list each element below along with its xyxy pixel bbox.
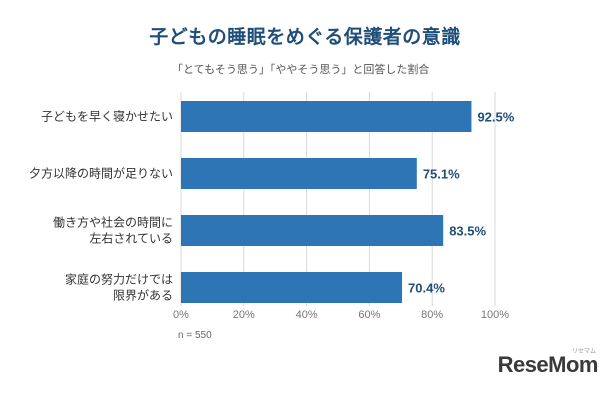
chart-title: 子どもの睡眠をめぐる保護者の意識 <box>149 26 461 48</box>
data-label: 83.5% <box>449 224 486 239</box>
category-label: 左右されている <box>89 231 173 246</box>
category-label: 夕方以降の時間が足りない <box>29 166 173 181</box>
category-label: 子どもを早く寝かせたい <box>41 109 173 124</box>
resemom-logo: ReseMom <box>497 352 599 377</box>
x-tick-label: 100% <box>481 309 509 321</box>
category-label: 家庭の努力だけでは <box>65 272 173 287</box>
category-label: 働き方や社会の時間に <box>53 215 173 230</box>
data-label: 92.5% <box>477 110 514 125</box>
logo-subtext: リセマム <box>571 348 596 355</box>
x-tick-label: 60% <box>358 309 380 321</box>
x-tick-label: 40% <box>296 309 318 321</box>
x-tick-label: 20% <box>233 309 255 321</box>
chart-subtitle: 「とてもそう思う」「ややそう思う」と回答した割合 <box>172 63 430 76</box>
sample-size-note: n = 550 <box>178 330 212 341</box>
bar <box>181 101 472 132</box>
category-label: 限界がある <box>113 288 173 303</box>
data-label: 70.4% <box>408 281 445 296</box>
data-label: 75.1% <box>423 167 460 182</box>
bar <box>181 215 444 246</box>
bar <box>181 272 403 303</box>
bar <box>181 158 417 189</box>
x-tick-label: 80% <box>421 309 443 321</box>
x-tick-label: 0% <box>173 309 189 321</box>
